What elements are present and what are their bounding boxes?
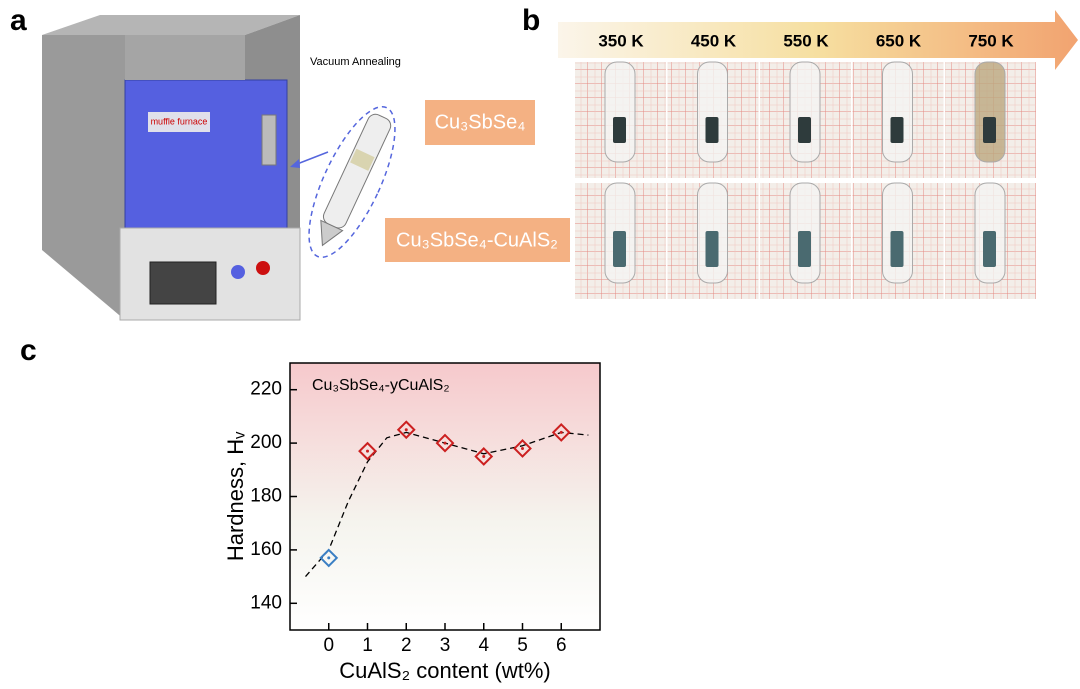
data-point-center <box>327 556 331 560</box>
pellet <box>983 231 996 267</box>
x-tick-label: 0 <box>323 635 334 656</box>
tube <box>697 61 728 163</box>
data-point-center <box>443 441 447 445</box>
panel-label: c <box>20 334 37 367</box>
data-point-center <box>404 428 408 432</box>
pellet <box>705 231 719 267</box>
data-point <box>319 548 339 568</box>
y-tick-label: 180 <box>250 486 282 507</box>
pellet <box>798 231 811 267</box>
sample-box <box>385 218 570 262</box>
data-point-center <box>521 446 524 450</box>
pellet <box>705 117 719 143</box>
data-point <box>474 447 494 466</box>
furnace-label: muffle furnace <box>151 116 208 126</box>
pellet <box>983 117 996 143</box>
fit-line <box>305 431 589 578</box>
sample-label: Cu₃SbSe₄-CuAlS₂ <box>396 229 558 251</box>
temperature-label: 550 K <box>783 31 829 50</box>
x-tick-label: 2 <box>401 635 412 656</box>
tube <box>882 61 913 163</box>
plot-frame <box>289 362 601 631</box>
data-point <box>358 441 377 461</box>
y-axis-title: Hardness, Hᵥ <box>223 431 248 561</box>
arrowhead <box>290 159 300 168</box>
y-tick-label: 140 <box>250 592 282 613</box>
panel-label: a <box>10 4 27 37</box>
y-tick-label: 200 <box>250 432 282 453</box>
data-point <box>513 439 532 458</box>
tube <box>320 113 392 247</box>
panel-label: b <box>522 4 540 37</box>
x-tick-label: 5 <box>517 635 528 656</box>
y-tick-label: 220 <box>250 379 282 400</box>
pellet <box>798 117 811 143</box>
tube <box>789 61 821 163</box>
tube-outline <box>308 105 396 259</box>
pellet <box>613 231 626 267</box>
data-point-center <box>366 449 369 453</box>
x-tick-label: 6 <box>556 635 567 656</box>
sample-label: Cu₃SbSe₄ <box>435 111 526 133</box>
data-point <box>551 423 571 442</box>
temperature-arrow <box>558 10 1078 70</box>
pellet <box>613 117 626 143</box>
plot-background <box>290 363 600 630</box>
temperature-label: 350 K <box>598 31 644 50</box>
x-tick-label: 4 <box>478 635 489 656</box>
temperature-label: 750 K <box>968 31 1014 50</box>
temperature-label: 450 K <box>691 31 737 50</box>
sample-box <box>425 100 535 145</box>
tube <box>604 61 636 163</box>
furnace <box>42 15 301 321</box>
process-label: Vacuum Annealing <box>310 56 401 68</box>
x-tick-label: 1 <box>362 635 373 656</box>
x-axis-title: CuAlS₂ content (wt%) <box>339 658 551 683</box>
data-point <box>396 420 416 440</box>
tube <box>974 61 1006 163</box>
pellet <box>890 231 904 267</box>
data-point-center <box>482 454 486 458</box>
photo-grid <box>575 61 1036 299</box>
temperature-label: 650 K <box>876 31 922 50</box>
x-tick-label: 3 <box>440 635 451 656</box>
pellet <box>890 117 904 143</box>
y-tick-label: 160 <box>250 539 282 560</box>
annotation: Cu₃SbSe₄-yCuAlS₂ <box>312 377 450 394</box>
data-point <box>435 433 455 453</box>
data-point-center <box>559 430 563 434</box>
